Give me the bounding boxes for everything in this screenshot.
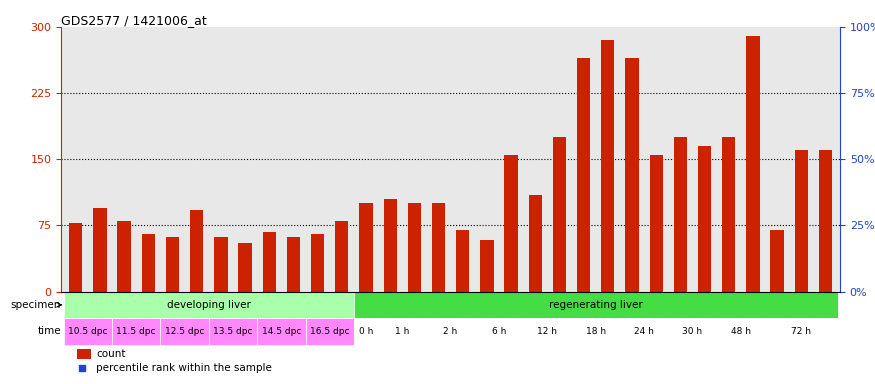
Bar (432, 204, 445, 291)
Point (75, 365, 89, 371)
Text: specimen: specimen (10, 300, 61, 310)
Bar (287, 237, 300, 291)
Text: 48 h: 48 h (731, 327, 751, 336)
Text: 0 h: 0 h (359, 327, 373, 336)
Bar (190, 210, 203, 291)
Text: 72 h: 72 h (791, 327, 811, 336)
Bar (649, 155, 663, 291)
Bar (553, 137, 566, 291)
Bar (117, 221, 130, 291)
Bar (819, 151, 832, 291)
Bar (698, 146, 711, 291)
Text: 12.5 dpc: 12.5 dpc (164, 327, 204, 336)
Bar (69, 223, 82, 291)
Bar (360, 204, 373, 291)
Text: 6 h: 6 h (492, 327, 506, 336)
Bar (577, 58, 591, 291)
FancyBboxPatch shape (354, 318, 378, 344)
Bar (77, 349, 91, 359)
Text: 14.5 dpc: 14.5 dpc (262, 327, 301, 336)
Bar (480, 240, 494, 291)
Bar (504, 155, 518, 291)
Text: 12 h: 12 h (537, 327, 557, 336)
Bar (94, 208, 107, 291)
Text: 11.5 dpc: 11.5 dpc (116, 327, 156, 336)
Bar (746, 36, 760, 291)
FancyBboxPatch shape (717, 318, 765, 344)
FancyBboxPatch shape (64, 291, 354, 318)
Text: 30 h: 30 h (682, 327, 703, 336)
Bar (528, 195, 542, 291)
Text: 16.5 dpc: 16.5 dpc (310, 327, 349, 336)
Text: developing liver: developing liver (167, 300, 251, 310)
Bar (674, 137, 687, 291)
FancyBboxPatch shape (209, 318, 257, 344)
FancyBboxPatch shape (765, 318, 837, 344)
Text: count: count (96, 349, 126, 359)
Text: 18 h: 18 h (585, 327, 605, 336)
Text: percentile rank within the sample: percentile rank within the sample (96, 363, 272, 373)
FancyBboxPatch shape (571, 318, 620, 344)
Text: 2 h: 2 h (444, 327, 458, 336)
FancyBboxPatch shape (354, 291, 837, 318)
Text: time: time (38, 326, 61, 336)
Bar (722, 137, 735, 291)
Bar (142, 234, 155, 291)
Bar (456, 230, 469, 291)
Bar (794, 151, 808, 291)
FancyBboxPatch shape (160, 318, 209, 344)
FancyBboxPatch shape (378, 318, 426, 344)
FancyBboxPatch shape (668, 318, 717, 344)
Bar (311, 234, 325, 291)
Text: GDS2577 / 1421006_at: GDS2577 / 1421006_at (61, 14, 207, 27)
Bar (601, 40, 614, 291)
Text: regenerating liver: regenerating liver (549, 300, 642, 310)
FancyBboxPatch shape (305, 318, 354, 344)
FancyBboxPatch shape (64, 318, 112, 344)
Bar (626, 58, 639, 291)
Text: 10.5 dpc: 10.5 dpc (68, 327, 108, 336)
Text: 24 h: 24 h (634, 327, 654, 336)
FancyBboxPatch shape (426, 318, 475, 344)
Bar (408, 204, 421, 291)
Text: 13.5 dpc: 13.5 dpc (214, 327, 253, 336)
Bar (335, 221, 348, 291)
Bar (166, 237, 179, 291)
FancyBboxPatch shape (523, 318, 571, 344)
Bar (238, 243, 252, 291)
Bar (214, 237, 228, 291)
Bar (262, 232, 276, 291)
FancyBboxPatch shape (257, 318, 305, 344)
FancyBboxPatch shape (112, 318, 160, 344)
FancyBboxPatch shape (620, 318, 668, 344)
FancyBboxPatch shape (475, 318, 523, 344)
Text: 1 h: 1 h (396, 327, 410, 336)
Bar (771, 230, 784, 291)
Bar (383, 199, 397, 291)
